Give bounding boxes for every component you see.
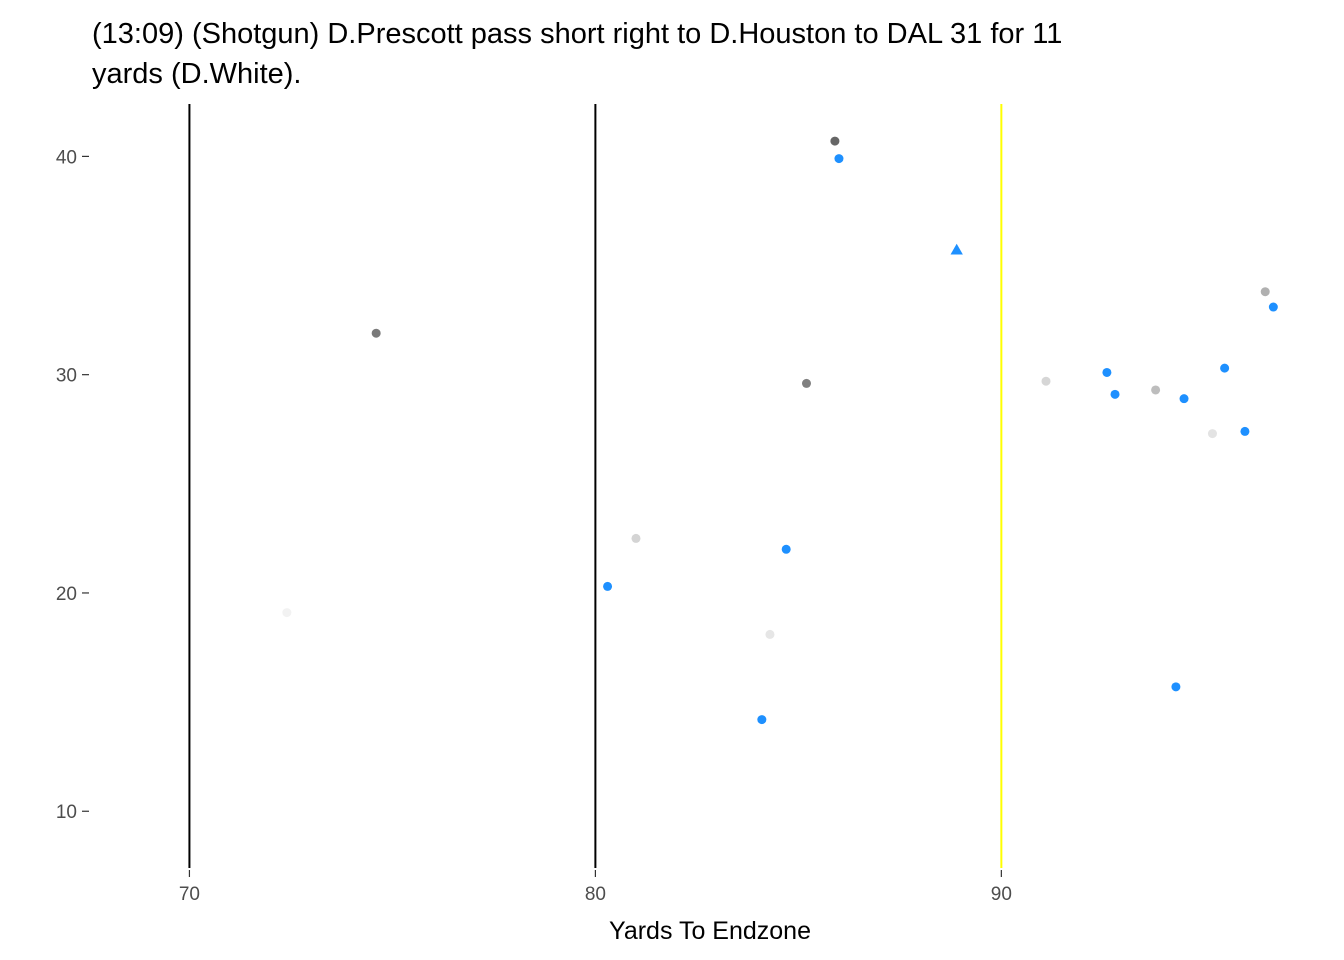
reference-lines: [188, 104, 1003, 868]
defense-point-9: [282, 608, 292, 618]
ball-point-0: [950, 243, 963, 255]
chart-title-line-1: (13:09) (Shotgun) D.Prescott pass short …: [92, 18, 1062, 50]
y-tick-label-30: 30: [56, 366, 77, 387]
offense-point-2: [1110, 389, 1120, 399]
offense-point-7: [781, 544, 791, 554]
offense-point-10: [1171, 682, 1181, 692]
player-points: [282, 136, 1278, 725]
x-axis: 70 80 90: [179, 870, 1012, 905]
offense-point-0: [834, 154, 844, 164]
x-tick-label-70: 70: [179, 884, 200, 905]
offense-point-6: [1268, 302, 1278, 312]
offense-point-1: [1102, 367, 1112, 377]
y-axis: 10 20 30 40: [56, 147, 89, 823]
offense-point-4: [1220, 363, 1230, 373]
defense-point-2: [801, 378, 811, 388]
defense-point-1: [371, 328, 381, 338]
defense-point-8: [765, 629, 775, 639]
defense-point-6: [1207, 429, 1217, 439]
defense-point-4: [1151, 385, 1161, 395]
defense-point-3: [1260, 287, 1270, 297]
x-tick-label-80: 80: [585, 884, 606, 905]
x-axis-title: Yards To Endzone: [609, 917, 811, 945]
y-tick-label-10: 10: [56, 802, 77, 823]
defense-point-7: [631, 533, 641, 543]
defense-point-5: [1041, 376, 1051, 386]
offense-point-8: [603, 581, 613, 591]
offense-point-9: [757, 715, 767, 725]
y-tick-label-20: 20: [56, 584, 77, 605]
defense-point-0: [830, 136, 840, 146]
offense-point-5: [1240, 426, 1250, 436]
offense-point-3: [1179, 394, 1189, 404]
chart-title-line-2: yards (D.White).: [92, 58, 301, 90]
x-tick-label-90: 90: [991, 884, 1012, 905]
y-tick-label-40: 40: [56, 147, 77, 168]
